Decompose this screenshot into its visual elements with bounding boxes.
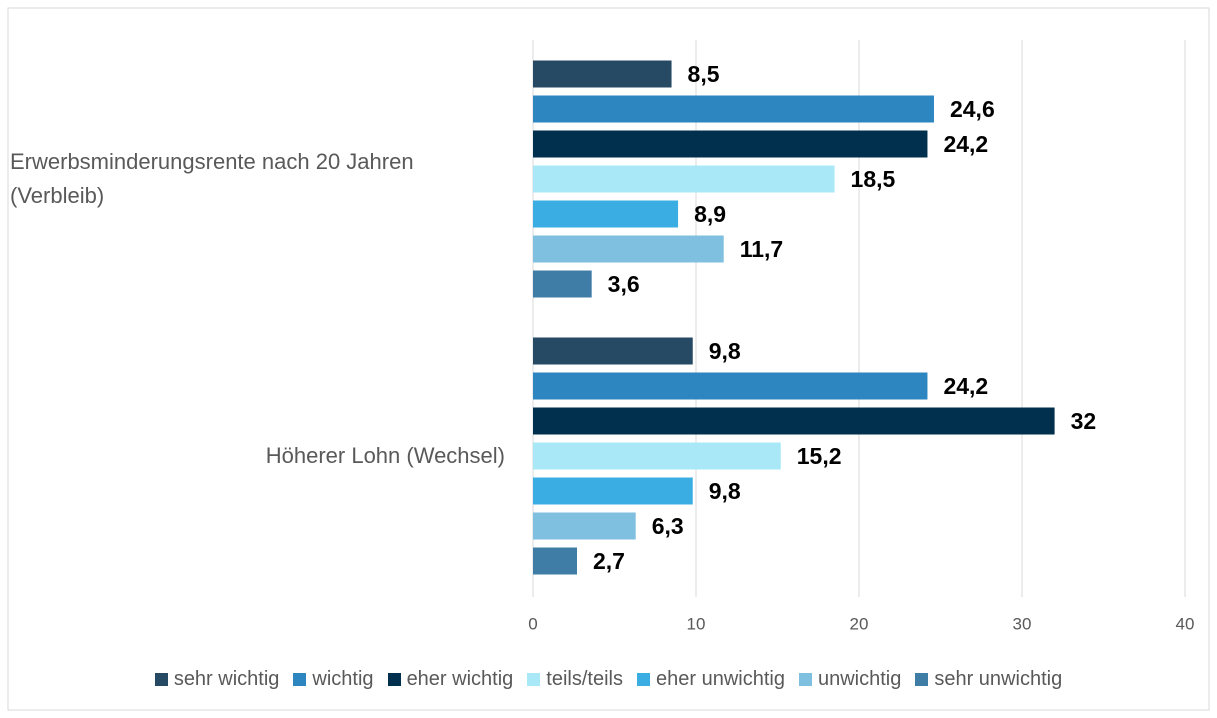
value-label: 6,3 [652, 513, 684, 539]
value-label: 9,8 [709, 338, 741, 364]
chart-border [7, 7, 1210, 711]
legend-label: sehr wichtig [173, 668, 280, 690]
value-label: 24,6 [950, 96, 995, 122]
value-label: 9,8 [709, 478, 741, 504]
bar [533, 547, 578, 575]
x-tick-label: 30 [1013, 614, 1032, 633]
value-label: 2,7 [593, 548, 625, 574]
legend-item: eher unwichtig [636, 668, 785, 691]
legend-item: sehr wichtig [154, 668, 280, 691]
value-label: 8,9 [694, 201, 726, 227]
bar [533, 512, 636, 540]
legend-label: eher unwichtig [655, 668, 785, 690]
legend-label: eher wichtig [406, 668, 514, 690]
x-tick-label: 10 [687, 614, 706, 633]
x-tick-label: 20 [850, 614, 869, 633]
category-label: Erwerbsminderungsrente nach 20 Jahren (V… [10, 149, 414, 208]
bar [533, 337, 693, 365]
bar [533, 477, 693, 505]
legend-item: unwichtig [798, 668, 902, 691]
x-tick-label: 0 [528, 614, 537, 633]
bar [533, 60, 672, 88]
value-label: 32 [1071, 408, 1097, 434]
legend-label: teils/teils [546, 668, 623, 690]
value-label: 24,2 [943, 131, 988, 157]
category-label: Höherer Lohn (Wechsel) [265, 443, 505, 468]
value-label: 24,2 [943, 373, 988, 399]
bar [533, 442, 781, 470]
bar [533, 165, 835, 193]
legend-swatch [798, 673, 812, 686]
value-label: 8,5 [688, 61, 720, 87]
legend-label: wichtig [312, 668, 374, 690]
value-label: 11,7 [740, 236, 784, 262]
bar [533, 200, 679, 228]
x-tick-label: 40 [1176, 614, 1195, 633]
legend-swatch [527, 673, 541, 686]
value-label: 15,2 [797, 443, 842, 469]
bar [533, 95, 934, 123]
legend: sehr wichtig wichtig eher wichtig teils/tei… [0, 668, 1217, 691]
bar [533, 407, 1055, 435]
legend-item: eher wichtig [387, 668, 514, 691]
bar [533, 130, 928, 158]
legend-label: sehr unwichtig [934, 668, 1063, 690]
legend-label: unwichtig [817, 668, 902, 690]
legend-item: sehr unwichtig [915, 668, 1062, 691]
legend-item: teils/teils [527, 668, 623, 691]
value-label: 3,6 [608, 271, 640, 297]
bar [533, 235, 724, 263]
legend-swatch [636, 673, 650, 686]
legend-swatch [387, 673, 401, 686]
legend-swatch [154, 673, 168, 686]
legend-item: wichtig [293, 668, 374, 691]
legend-swatch [293, 673, 307, 686]
bar [533, 270, 592, 298]
value-label: 18,5 [851, 166, 896, 192]
legend-swatch [915, 673, 929, 686]
bar [533, 372, 928, 400]
